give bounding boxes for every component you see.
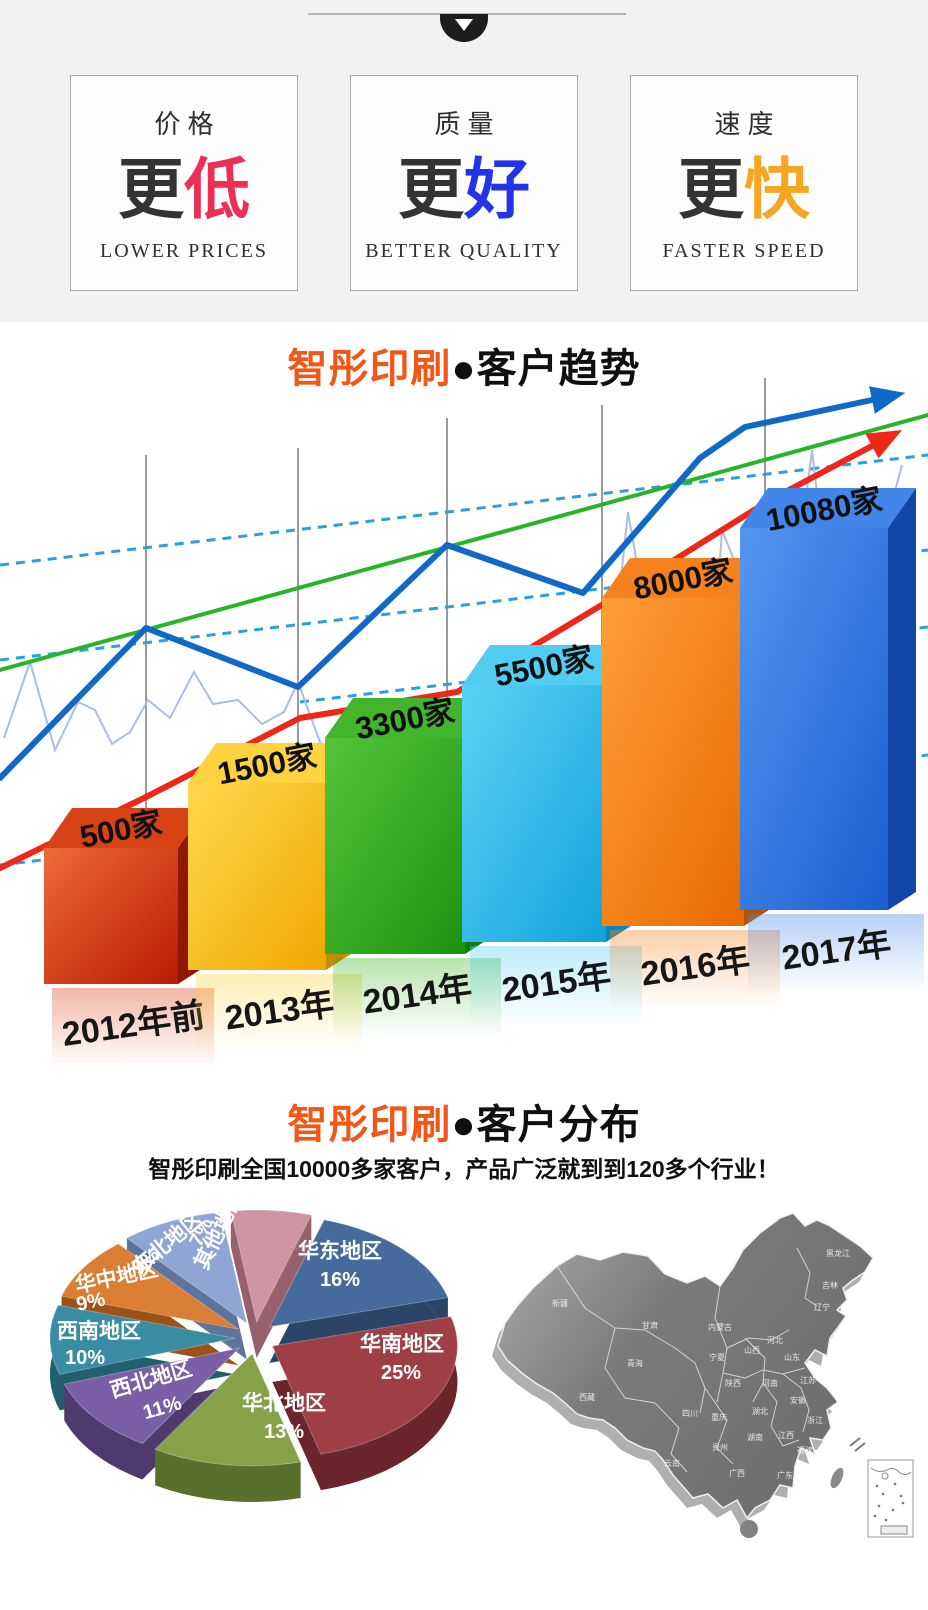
trend-chart-svg: 500家2012年前1500家2013年3300家2014年5500家2015年…	[0, 378, 928, 1068]
region-pie-chart-svg: 其他地区7%华东地区16%华南地区25%华北地区13%西北地区11%西南地区10…	[49, 1188, 458, 1502]
svg-text:山东: 山东	[784, 1352, 800, 1362]
pie-slice-华南地区	[271, 1316, 458, 1491]
svg-text:江苏: 江苏	[800, 1375, 816, 1385]
feature-subtitle-en: BETTER QUALITY	[365, 240, 563, 263]
svg-text:浙江: 浙江	[807, 1415, 823, 1425]
hainan-island	[740, 1520, 758, 1538]
feature-title: 速度	[714, 109, 781, 139]
title-rest: ●客户分布	[451, 1103, 641, 1147]
arrow-head-icon	[869, 386, 906, 414]
headline-prefix: 更	[118, 152, 184, 226]
svg-text:黑龙江: 黑龙江	[826, 1248, 850, 1258]
pie-slice-西北地区	[63, 1347, 241, 1480]
feature-box-price: 价格 更低 LOWER PRICES	[70, 75, 298, 291]
feature-box-quality: 质量 更好 BETTER QUALITY	[350, 75, 578, 291]
svg-text:西藏: 西藏	[579, 1392, 595, 1402]
svg-text:甘肃: 甘肃	[642, 1320, 658, 1330]
svg-text:陕西: 陕西	[725, 1378, 741, 1388]
svg-text:宁夏: 宁夏	[709, 1352, 725, 1362]
feature-headline: 更低	[71, 152, 297, 226]
svg-text:25%: 25%	[381, 1362, 421, 1384]
pie-label-西南地区: 西南地区 10%	[57, 1319, 141, 1369]
brand-name: 智彤印刷	[287, 1103, 452, 1147]
pie-label-华南地区: 华南地区 25%	[360, 1332, 444, 1384]
province-borders	[556, 1247, 818, 1473]
scroll-down-badge	[440, 14, 488, 42]
green-trend	[0, 413, 928, 672]
svg-text:青海: 青海	[627, 1358, 643, 1368]
feature-title: 质量	[434, 109, 501, 139]
china-outline	[497, 1212, 874, 1520]
pie-slice-其他地区	[230, 1209, 313, 1359]
pie-slice-华北地区	[154, 1352, 302, 1502]
trend-section-title: 智彤印刷●客户趋势	[0, 336, 928, 394]
distribution-section-title: 智彤印刷●客户分布	[0, 1092, 928, 1150]
svg-text:内蒙古: 内蒙古	[708, 1322, 732, 1332]
feature-subtitle-en: LOWER PRICES	[100, 240, 268, 263]
svg-text:安徽: 安徽	[790, 1395, 806, 1405]
svg-text:16%: 16%	[320, 1269, 360, 1291]
brand-name: 智彤印刷	[287, 347, 452, 391]
arrow-head-icon	[865, 430, 903, 459]
svg-text:华东地区: 华东地区	[298, 1239, 382, 1263]
svg-text:河北: 河北	[767, 1335, 783, 1345]
sea-inset-box	[849, 1437, 914, 1538]
feature-headline: 更好	[351, 152, 577, 226]
chevron-down-icon	[455, 19, 473, 31]
svg-text:吉林: 吉林	[822, 1280, 838, 1290]
feature-subtitle-en: FASTER SPEED	[662, 240, 826, 263]
svg-text:10%: 10%	[65, 1347, 105, 1369]
feature-title: 价格	[154, 109, 221, 139]
svg-text:江西: 江西	[778, 1431, 794, 1440]
svg-text:辽宁: 辽宁	[814, 1302, 830, 1312]
svg-text:新疆: 新疆	[552, 1298, 568, 1308]
svg-text:河南: 河南	[762, 1378, 778, 1388]
svg-text:福建: 福建	[797, 1445, 813, 1455]
title-rest: ●客户趋势	[451, 347, 641, 391]
headline-prefix: 更	[678, 152, 744, 226]
feature-box-speed: 速度 更快 FASTER SPEED	[630, 75, 858, 291]
pie-label-华北地区: 华北地区 13%	[242, 1391, 326, 1443]
taiwan-island	[830, 1467, 844, 1489]
pie-label-华东地区: 华东地区 16%	[298, 1239, 382, 1291]
svg-text:广东: 广东	[777, 1470, 793, 1480]
svg-text:西南地区: 西南地区	[57, 1319, 141, 1343]
svg-text:山西: 山西	[744, 1345, 760, 1355]
svg-text:华南地区: 华南地区	[360, 1332, 444, 1356]
svg-text:广西: 广西	[729, 1468, 745, 1478]
svg-text:重庆: 重庆	[711, 1412, 727, 1422]
svg-text:四川: 四川	[682, 1409, 698, 1418]
headline-accent: 好	[464, 152, 530, 226]
feature-section: 价格 更低 LOWER PRICES 质量 更好 BETTER QUALITY …	[0, 0, 928, 322]
feature-boxes: 价格 更低 LOWER PRICES 质量 更好 BETTER QUALITY …	[70, 75, 858, 291]
distribution-subtitle: 智彤印刷全国10000多家客户，产品广泛就到到120多个行业！	[148, 1156, 780, 1182]
feature-headline: 更快	[631, 152, 857, 226]
svg-text:13%: 13%	[264, 1421, 304, 1443]
svg-text:湖南: 湖南	[747, 1432, 763, 1442]
blue-trend	[0, 386, 906, 781]
headline-accent: 低	[184, 152, 250, 226]
headline-accent: 快	[744, 152, 810, 226]
svg-text:湖北: 湖北	[752, 1407, 768, 1416]
svg-text:云南: 云南	[664, 1458, 680, 1468]
svg-text:贵州: 贵州	[712, 1442, 728, 1452]
headline-prefix: 更	[398, 152, 464, 226]
svg-text:华北地区: 华北地区	[242, 1391, 326, 1415]
